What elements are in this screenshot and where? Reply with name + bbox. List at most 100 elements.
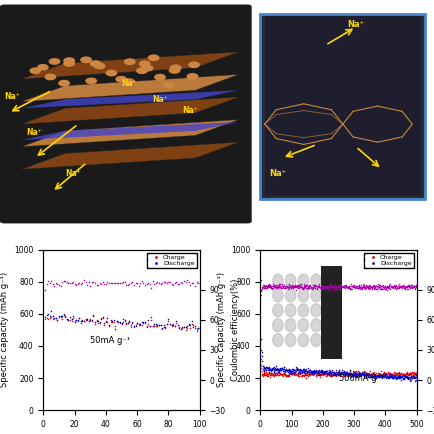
Point bbox=[188, 317, 195, 324]
Point bbox=[375, 372, 381, 378]
Point bbox=[101, 320, 108, 327]
Circle shape bbox=[171, 65, 181, 70]
Point bbox=[379, 372, 386, 379]
Point bbox=[298, 366, 305, 373]
Point bbox=[408, 373, 414, 380]
Point bbox=[146, 323, 153, 330]
Point bbox=[372, 374, 379, 381]
Point bbox=[405, 282, 412, 289]
Point bbox=[337, 371, 344, 378]
Point bbox=[79, 279, 86, 286]
Point bbox=[369, 283, 376, 289]
Point bbox=[348, 373, 355, 380]
Point bbox=[368, 283, 375, 290]
Point bbox=[314, 368, 321, 375]
Point bbox=[335, 371, 342, 378]
Point bbox=[347, 370, 354, 377]
Point bbox=[105, 323, 112, 330]
Point bbox=[350, 371, 357, 378]
Point bbox=[368, 371, 375, 378]
Point bbox=[263, 368, 270, 375]
Point bbox=[327, 283, 334, 290]
Point bbox=[316, 368, 322, 375]
Point bbox=[412, 284, 419, 291]
Circle shape bbox=[137, 68, 147, 73]
Point bbox=[392, 373, 399, 380]
Point bbox=[338, 284, 345, 291]
Point bbox=[263, 372, 270, 379]
Point bbox=[394, 285, 401, 292]
Point bbox=[381, 283, 388, 290]
Point bbox=[347, 283, 354, 290]
Point bbox=[339, 369, 346, 376]
Point bbox=[294, 373, 301, 380]
Point bbox=[392, 371, 399, 378]
Point bbox=[107, 280, 114, 287]
Legend: Charge, Discharge: Charge, Discharge bbox=[365, 253, 414, 268]
Point bbox=[330, 372, 337, 378]
Point bbox=[338, 283, 345, 290]
Point bbox=[273, 371, 280, 378]
Point bbox=[322, 371, 329, 378]
Point bbox=[408, 375, 415, 381]
Point bbox=[275, 366, 282, 373]
Point bbox=[362, 284, 369, 291]
Point bbox=[316, 283, 323, 290]
Point bbox=[274, 284, 281, 291]
Point bbox=[160, 321, 167, 328]
Point bbox=[305, 372, 312, 379]
Point bbox=[187, 281, 194, 288]
Point bbox=[366, 284, 373, 291]
Point bbox=[274, 368, 281, 375]
Point bbox=[284, 372, 291, 379]
Point bbox=[307, 371, 314, 378]
Point bbox=[407, 281, 414, 288]
Point bbox=[277, 284, 284, 291]
Point bbox=[354, 372, 361, 379]
Point bbox=[154, 323, 161, 330]
Point bbox=[394, 375, 401, 381]
Point bbox=[356, 283, 363, 290]
Point bbox=[73, 282, 80, 289]
Point bbox=[285, 372, 292, 379]
Point bbox=[375, 371, 382, 378]
Point bbox=[286, 282, 293, 289]
Point bbox=[131, 282, 138, 289]
Point bbox=[401, 375, 408, 382]
Point bbox=[262, 365, 269, 372]
Point bbox=[138, 322, 145, 329]
Point bbox=[388, 282, 395, 289]
Point bbox=[112, 280, 119, 287]
Point bbox=[412, 372, 419, 378]
Point bbox=[71, 318, 78, 325]
Point bbox=[366, 370, 373, 377]
Point bbox=[305, 367, 312, 374]
Point bbox=[377, 372, 384, 378]
Point bbox=[314, 368, 321, 375]
Point bbox=[343, 283, 350, 290]
Point bbox=[272, 367, 279, 374]
Point bbox=[102, 280, 109, 287]
Point bbox=[299, 285, 306, 292]
Point bbox=[328, 372, 335, 379]
Point bbox=[171, 323, 178, 330]
Point bbox=[335, 283, 342, 290]
Point bbox=[306, 285, 312, 292]
Point bbox=[367, 283, 374, 289]
Point bbox=[349, 373, 356, 380]
Point bbox=[384, 283, 391, 290]
Point bbox=[68, 316, 75, 323]
Point bbox=[259, 283, 266, 290]
Point bbox=[167, 321, 174, 328]
Point bbox=[323, 370, 330, 377]
Point bbox=[134, 320, 141, 327]
Point bbox=[341, 282, 348, 289]
Point bbox=[359, 280, 366, 287]
Point bbox=[342, 369, 349, 376]
Point bbox=[300, 283, 307, 289]
Point bbox=[179, 323, 186, 330]
Point bbox=[316, 367, 323, 374]
Point bbox=[294, 369, 301, 376]
Circle shape bbox=[45, 74, 56, 80]
Point bbox=[398, 373, 405, 380]
